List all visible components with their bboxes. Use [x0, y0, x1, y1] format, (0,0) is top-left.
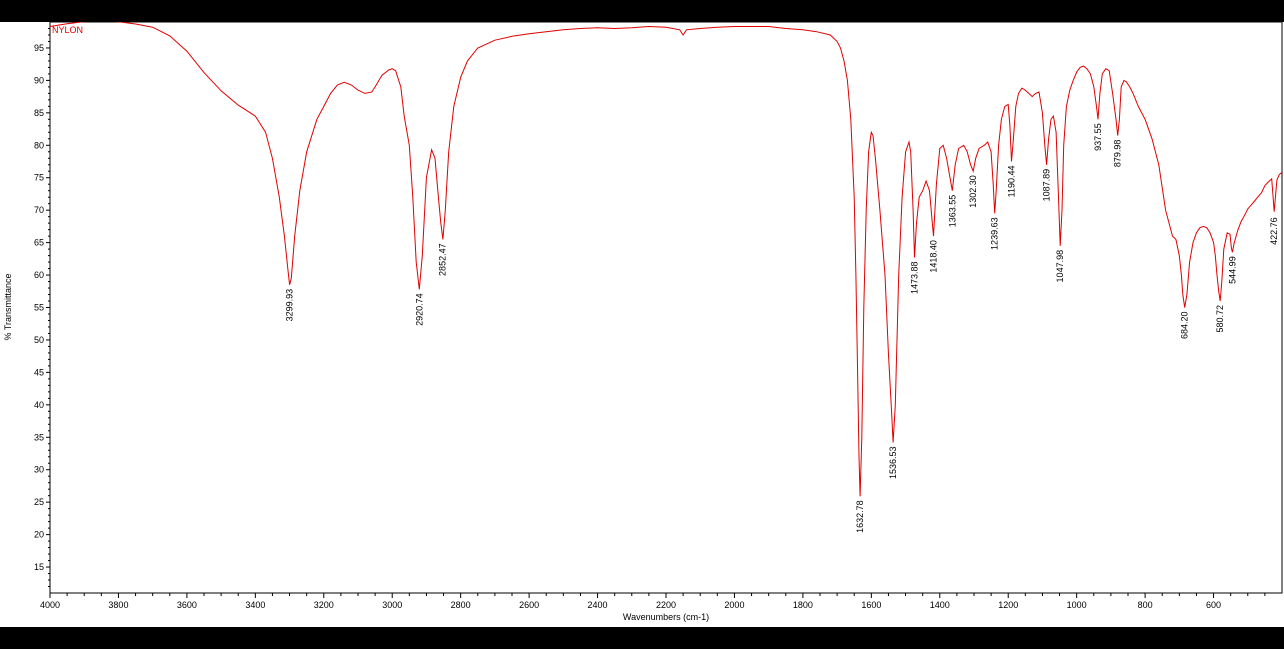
y-tick-label: 95 [34, 43, 44, 53]
ir-spectrum-chart: 15 20 25 30 35 40 45 50 55 60 65 70 75 80 85 90 95 4000 3… [3, 22, 1283, 622]
peak-label: 1418.40 [929, 240, 939, 273]
x-tick-label: 1400 [930, 600, 950, 610]
peak-label: 1190.44 [1007, 166, 1017, 198]
y-tick-label: 15 [34, 562, 44, 572]
y-tick-label: 20 [34, 530, 44, 540]
x-tick-label: 600 [1206, 600, 1221, 610]
x-axis-title: Wavenumbers (cm-1) [623, 612, 709, 622]
peak-label: 544.99 [1227, 256, 1237, 284]
y-tick-label: 35 [34, 432, 44, 442]
peak-label: 684.20 [1180, 312, 1190, 340]
x-tick-label: 1600 [861, 600, 881, 610]
peak-label: 1302.30 [968, 175, 978, 208]
y-tick-label: 30 [34, 465, 44, 475]
y-tick-label: 25 [34, 497, 44, 507]
x-tick-label: 2800 [451, 600, 471, 610]
y-tick-label: 80 [34, 140, 44, 150]
peak-label: 1473.88 [910, 262, 920, 295]
y-tick-label: 60 [34, 270, 44, 280]
peak-label: 937.55 [1093, 123, 1103, 151]
y-tick-label: 50 [34, 335, 44, 345]
peak-label: 2920.74 [414, 293, 424, 326]
peak-label: 580.72 [1215, 305, 1225, 333]
x-tick-label: 2000 [724, 600, 744, 610]
peak-label: 879.98 [1113, 140, 1123, 168]
peak-label: 1632.78 [855, 500, 865, 533]
x-tick-label: 2200 [656, 600, 676, 610]
peak-label: 1239.63 [990, 217, 1000, 250]
y-tick-label: 40 [34, 400, 44, 410]
plot-area [49, 22, 1283, 594]
y-tick-label: 55 [34, 303, 44, 313]
x-tick-label: 2400 [588, 600, 608, 610]
peak-label: 1536.53 [888, 447, 898, 480]
x-tick-label: 1800 [793, 600, 813, 610]
y-tick-label: 85 [34, 108, 44, 118]
x-tick-label: 3400 [245, 600, 265, 610]
y-tick-label: 90 [34, 75, 44, 85]
x-tick-label: 1000 [1067, 600, 1087, 610]
x-tick-label: 3800 [108, 600, 128, 610]
y-axis: 15 20 25 30 35 40 45 50 55 60 65 70 75 80 85 90 95 [34, 27, 50, 588]
x-tick-label: 3200 [314, 600, 334, 610]
peak-label: 1087.89 [1042, 169, 1052, 202]
x-axis: 4000 3800 3600 3400 3200 3000 2800 2600 2400 2200… [40, 593, 1266, 610]
y-axis-title: % Transmittance [3, 273, 13, 340]
x-tick-label: 800 [1138, 600, 1153, 610]
sample-label: NYLON [52, 25, 83, 35]
x-tick-label: 1200 [998, 600, 1018, 610]
peak-label: 1047.98 [1055, 250, 1065, 283]
x-tick-label: 3000 [382, 600, 402, 610]
y-tick-label: 70 [34, 205, 44, 215]
peak-label: 422.76 [1269, 217, 1279, 245]
x-tick-label: 3600 [177, 600, 197, 610]
chart-frame: 15 20 25 30 35 40 45 50 55 60 65 70 75 80 85 90 95 4000 3… [0, 22, 1284, 627]
spectrum-line [49, 22, 1283, 497]
peak-label: 1363.55 [947, 195, 957, 228]
y-tick-label: 65 [34, 238, 44, 248]
peak-label: 3299.93 [285, 289, 295, 322]
y-tick-label: 75 [34, 173, 44, 183]
x-tick-label: 4000 [40, 600, 60, 610]
y-tick-label: 45 [34, 367, 44, 377]
x-tick-label: 2600 [519, 600, 539, 610]
peak-label: 2852.47 [438, 243, 448, 276]
peak-labels: 3299.93 2920.74 2852.47 1632.78 1536.53 1473.… [285, 123, 1280, 533]
